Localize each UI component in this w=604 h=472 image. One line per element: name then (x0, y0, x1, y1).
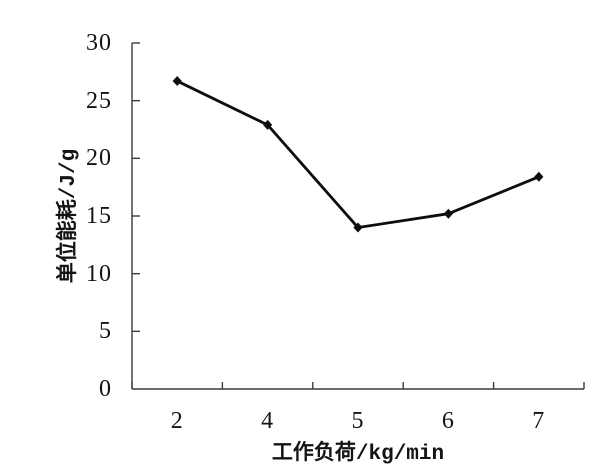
data-point-marker-2 (172, 76, 182, 87)
data-point-marker-4 (263, 119, 273, 130)
y-tick-label-10: 10 (86, 260, 112, 287)
data-point-marker-5 (353, 222, 363, 233)
y-tick-label-5: 5 (99, 318, 112, 345)
x-tick-label-6: 6 (441, 408, 455, 434)
x-tick-label-5: 5 (351, 408, 365, 434)
y-axis-title: 单位能耗/J/g (58, 148, 81, 284)
x-tick-label-4: 4 (261, 408, 275, 434)
x-tick-label-2: 2 (170, 408, 184, 434)
y-tick-label-0: 0 (99, 376, 112, 402)
y-tick-label-30: 30 (86, 30, 112, 56)
data-point-marker-7 (534, 171, 544, 182)
data-point-marker-6 (443, 208, 453, 219)
y-tick-label-15: 15 (86, 203, 112, 229)
y-tick-label-25: 25 (86, 87, 112, 114)
x-tick-label-7: 7 (532, 408, 546, 434)
x-axis-title: 工作负荷/kg/min (271, 443, 445, 466)
y-tick-label-20: 20 (86, 145, 112, 172)
data-line (175, 79, 541, 229)
